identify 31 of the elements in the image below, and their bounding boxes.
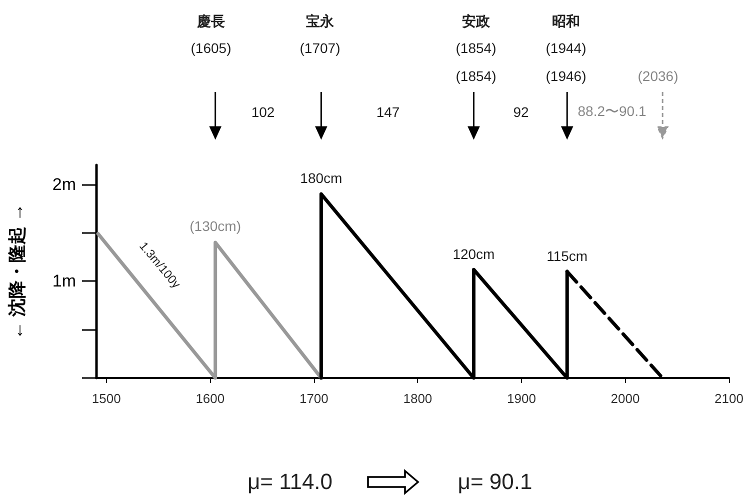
text: (1854) — [456, 40, 496, 56]
x-tick-label: 2100 — [714, 391, 744, 406]
x-tick-label: 2000 — [610, 391, 640, 406]
text: 88.2〜90.1 — [578, 103, 646, 121]
annotation: (130cm) — [190, 218, 242, 234]
x-tick-label: 1900 — [507, 391, 536, 406]
text: (1944) — [546, 40, 586, 56]
x-tick-label: 1800 — [403, 391, 432, 406]
text: (1707) — [300, 40, 340, 56]
x-tick-label: 1700 — [299, 391, 328, 406]
text: (1946) — [546, 68, 586, 84]
text: 安政 — [462, 13, 490, 31]
x-tick-label: 1500 — [92, 391, 121, 406]
text: 147 — [376, 104, 400, 120]
text: (1854) — [456, 68, 496, 84]
annotation: 120cm — [452, 246, 495, 262]
text: (1605) — [190, 40, 232, 56]
text: μ= 114.0 — [247, 469, 333, 495]
text: 宝永 — [306, 13, 334, 31]
y-tick-label: 2m — [52, 174, 76, 194]
y-axis-title: ← 沈降・隆起 → — [7, 203, 27, 340]
text: μ= 90.1 — [458, 469, 532, 495]
annotation: 115cm — [546, 248, 588, 264]
text: 102 — [251, 104, 275, 120]
text: 慶長 — [197, 13, 225, 31]
x-tick-label: 1600 — [196, 391, 225, 406]
text: 昭和 — [552, 13, 580, 31]
annotation: 180cm — [300, 170, 342, 186]
text: (2036) — [638, 68, 678, 84]
text: 92 — [513, 104, 529, 120]
y-tick-label: 1m — [52, 272, 76, 291]
